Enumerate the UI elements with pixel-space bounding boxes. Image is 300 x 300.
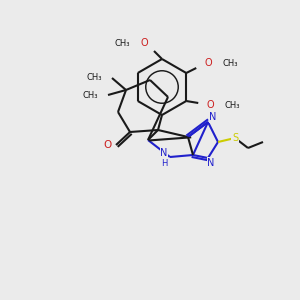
Text: S: S bbox=[232, 133, 238, 143]
Text: N: N bbox=[209, 112, 217, 122]
Text: O: O bbox=[104, 140, 112, 150]
Text: O: O bbox=[204, 58, 212, 68]
Text: O: O bbox=[140, 38, 148, 48]
Text: CH₃: CH₃ bbox=[82, 91, 98, 100]
Text: CH₃: CH₃ bbox=[86, 74, 102, 82]
Text: CH₃: CH₃ bbox=[224, 100, 240, 109]
Text: O: O bbox=[206, 100, 214, 110]
Text: N: N bbox=[160, 148, 168, 158]
Text: N: N bbox=[207, 158, 215, 168]
Text: CH₃: CH₃ bbox=[115, 38, 130, 47]
Text: H: H bbox=[161, 158, 167, 167]
Text: CH₃: CH₃ bbox=[222, 58, 238, 68]
